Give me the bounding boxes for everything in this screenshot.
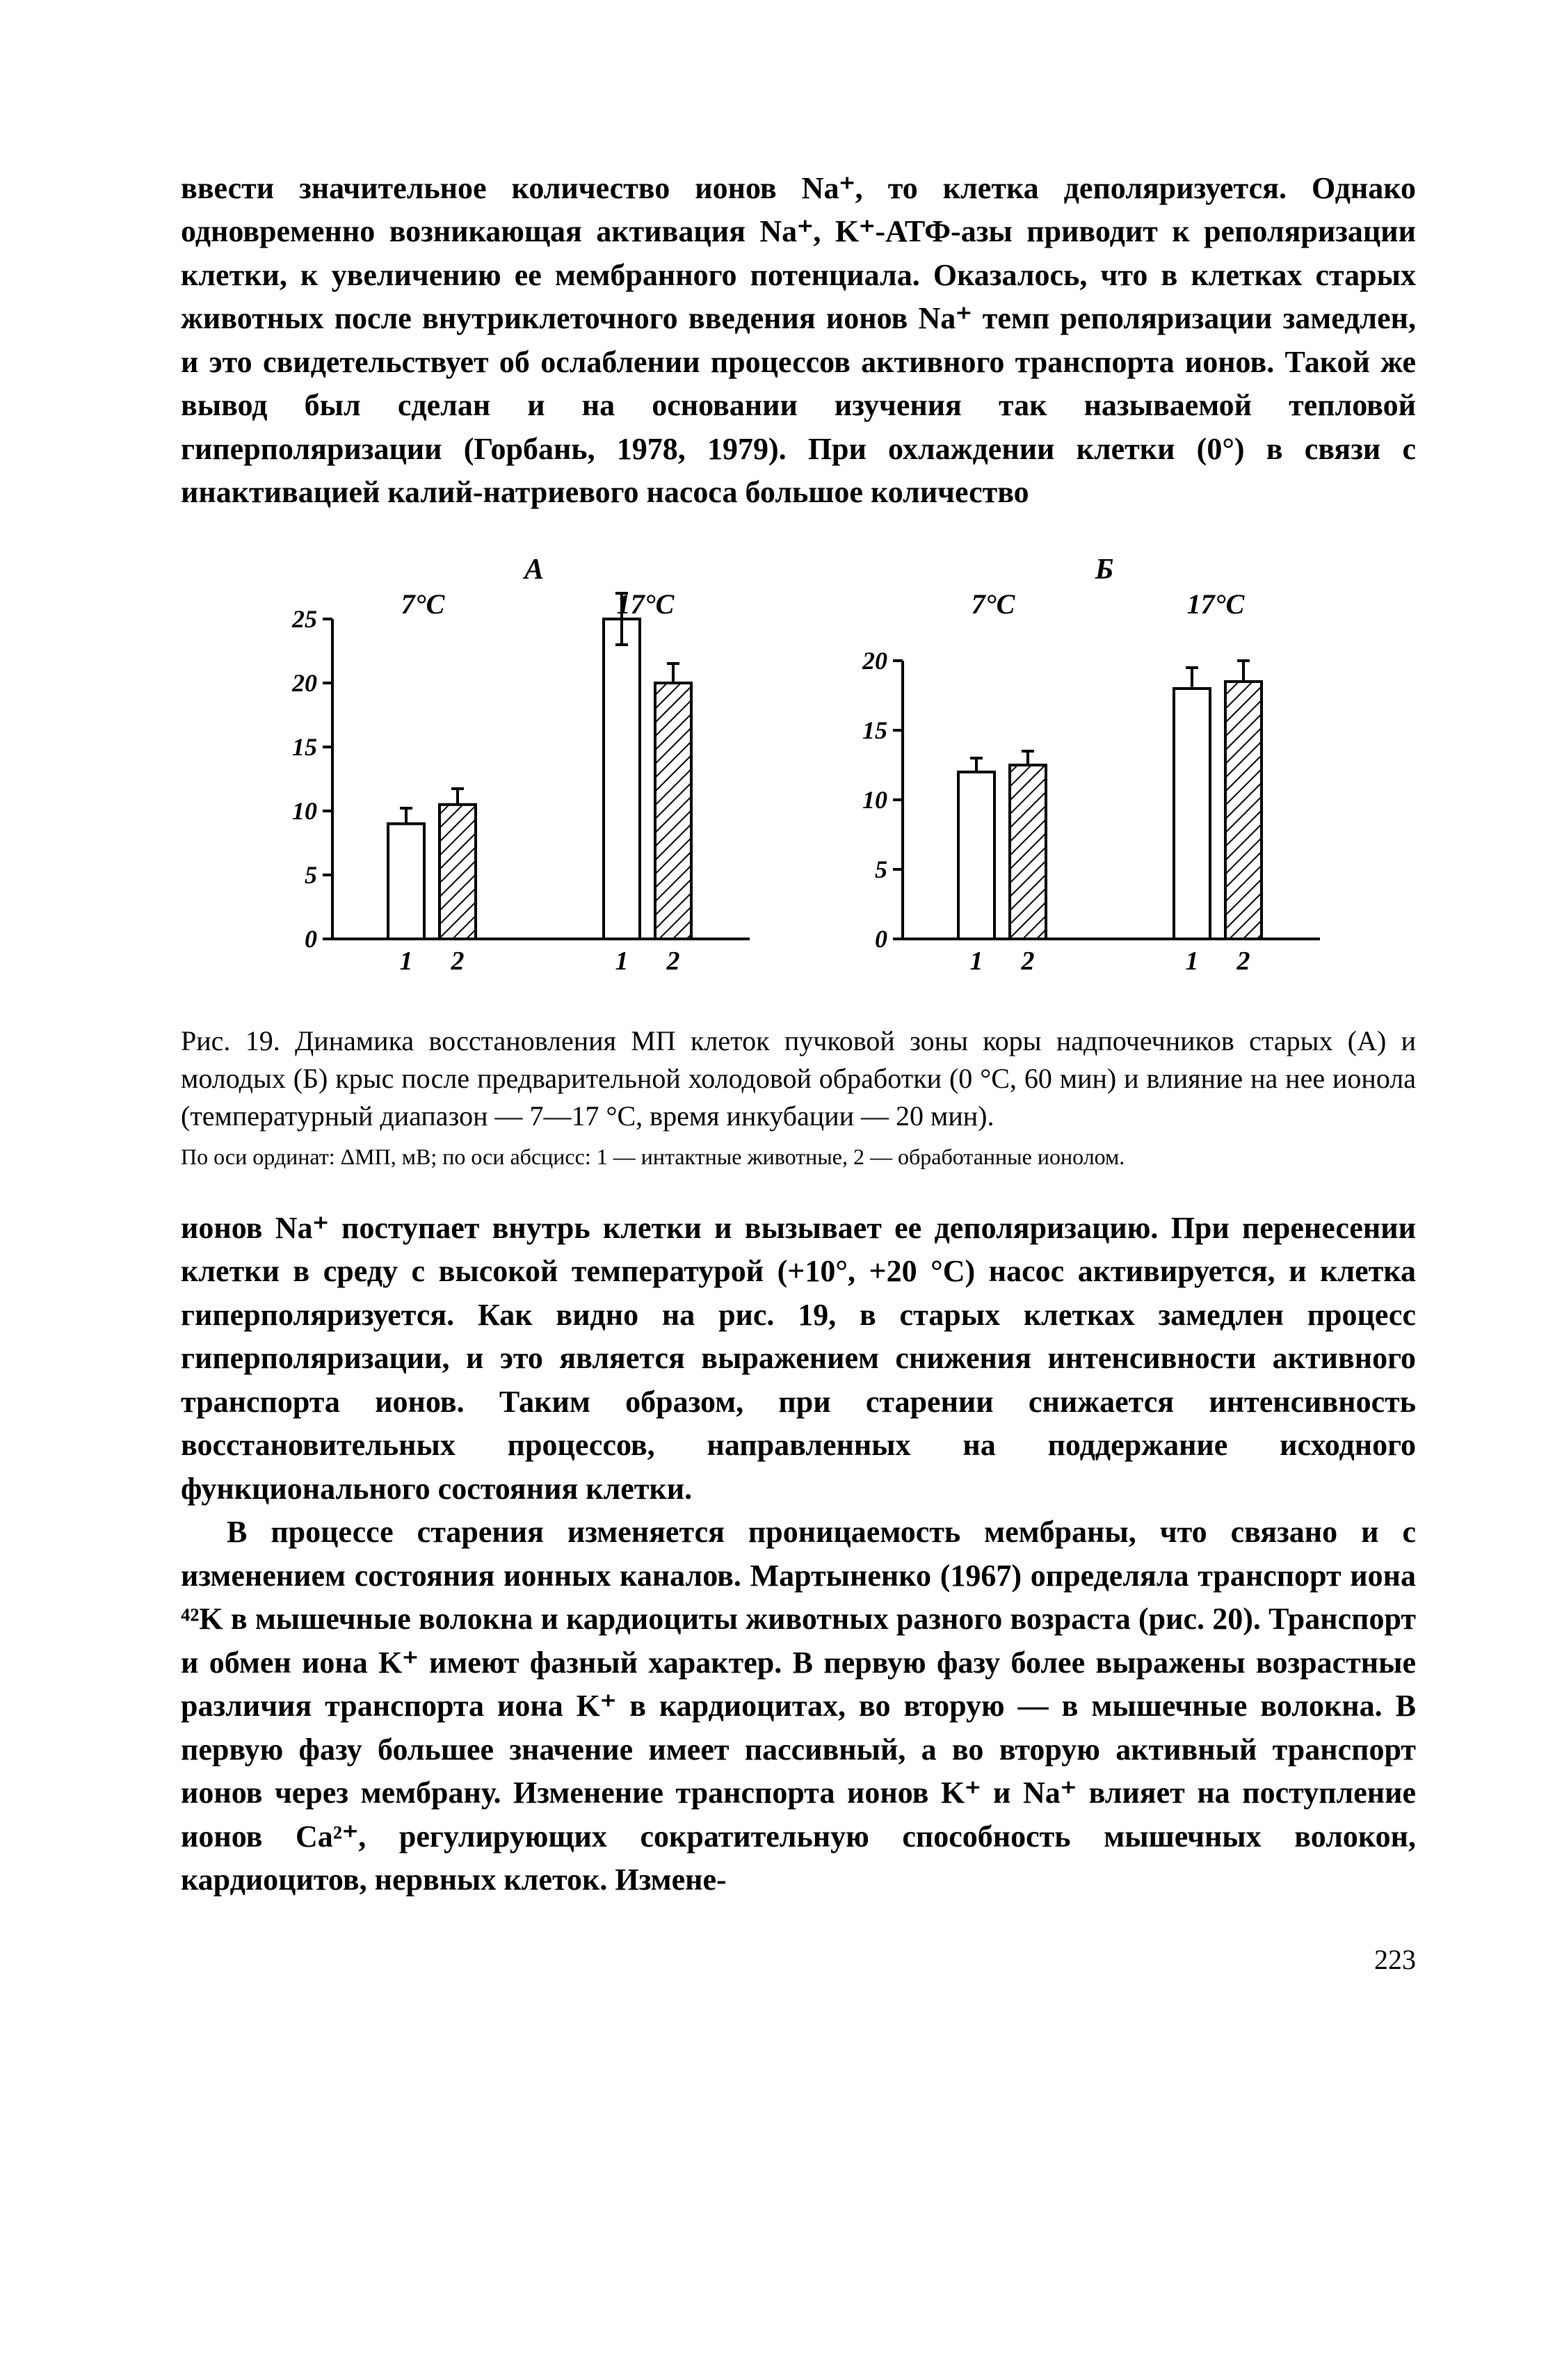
chart-b-temp-7: 7°C bbox=[972, 588, 1016, 620]
page-number: 223 bbox=[181, 1943, 1416, 1976]
svg-text:0: 0 bbox=[875, 925, 887, 953]
svg-text:10: 10 bbox=[862, 786, 887, 814]
body-paragraph-2: ионов Na⁺ поступает внутрь клетки и вызы… bbox=[181, 1207, 1416, 1511]
chart-a-yticks: 0 5 10 15 20 25 bbox=[291, 605, 332, 953]
figure-19: А 7°C 17°C 0 5 10 15 bbox=[181, 549, 1416, 1172]
svg-text:15: 15 bbox=[862, 716, 887, 744]
chart-a-g2-cat2: 2 bbox=[666, 947, 680, 976]
svg-text:15: 15 bbox=[292, 733, 317, 761]
chart-a-g1-bar1 bbox=[388, 823, 424, 939]
chart-b-g2-cat2: 2 bbox=[1236, 947, 1250, 976]
chart-b-g1-bar2 bbox=[1010, 765, 1046, 939]
chart-a-g1-cat2: 2 bbox=[451, 947, 465, 976]
figure-19-caption-main: Рис. 19. Динамика восстановления МП клет… bbox=[181, 1022, 1416, 1135]
chart-a-g2-cat1: 1 bbox=[615, 947, 629, 976]
chart-b-g1-cat2: 2 bbox=[1021, 947, 1035, 976]
chart-a-temp-7: 7°C bbox=[401, 588, 446, 620]
chart-a-g2-bar2 bbox=[655, 683, 691, 939]
figure-19-caption-sub: По оси ординат: ΔМП, мВ; по оси абсцисс:… bbox=[181, 1142, 1416, 1172]
svg-text:0: 0 bbox=[305, 925, 317, 953]
svg-text:5: 5 bbox=[305, 861, 317, 889]
chart-a-panel-label: А bbox=[522, 554, 544, 586]
svg-text:10: 10 bbox=[292, 797, 317, 825]
body-paragraph-1: ввести значительное количество ионов Na⁺… bbox=[181, 167, 1416, 515]
chart-b-yticks: 0 5 10 15 20 bbox=[862, 647, 903, 953]
chart-b-g1-cat1: 1 bbox=[970, 947, 983, 976]
figure-19-chart-b: Б 7°C 17°C 0 5 10 15 2 bbox=[819, 549, 1348, 995]
svg-text:20: 20 bbox=[291, 669, 317, 697]
body-paragraph-3: В процессе старения изменяется проницаем… bbox=[181, 1511, 1416, 1901]
svg-text:5: 5 bbox=[875, 855, 887, 883]
chart-a-g1-bar2 bbox=[440, 805, 476, 939]
svg-text:20: 20 bbox=[862, 647, 887, 675]
svg-text:25: 25 bbox=[291, 605, 317, 633]
chart-b-g2-bar2 bbox=[1225, 682, 1262, 939]
chart-b-temp-17: 17°C bbox=[1187, 588, 1246, 620]
chart-b-g2-bar1 bbox=[1174, 689, 1210, 939]
chart-b-panel-label: Б bbox=[1095, 554, 1114, 586]
chart-a-g1-cat1: 1 bbox=[400, 947, 413, 976]
chart-b-g1-bar1 bbox=[958, 772, 994, 939]
figure-19-chart-a: А 7°C 17°C 0 5 10 15 bbox=[249, 549, 778, 995]
chart-a-g2-bar1 bbox=[604, 619, 640, 939]
chart-b-g2-cat1: 1 bbox=[1186, 947, 1199, 976]
